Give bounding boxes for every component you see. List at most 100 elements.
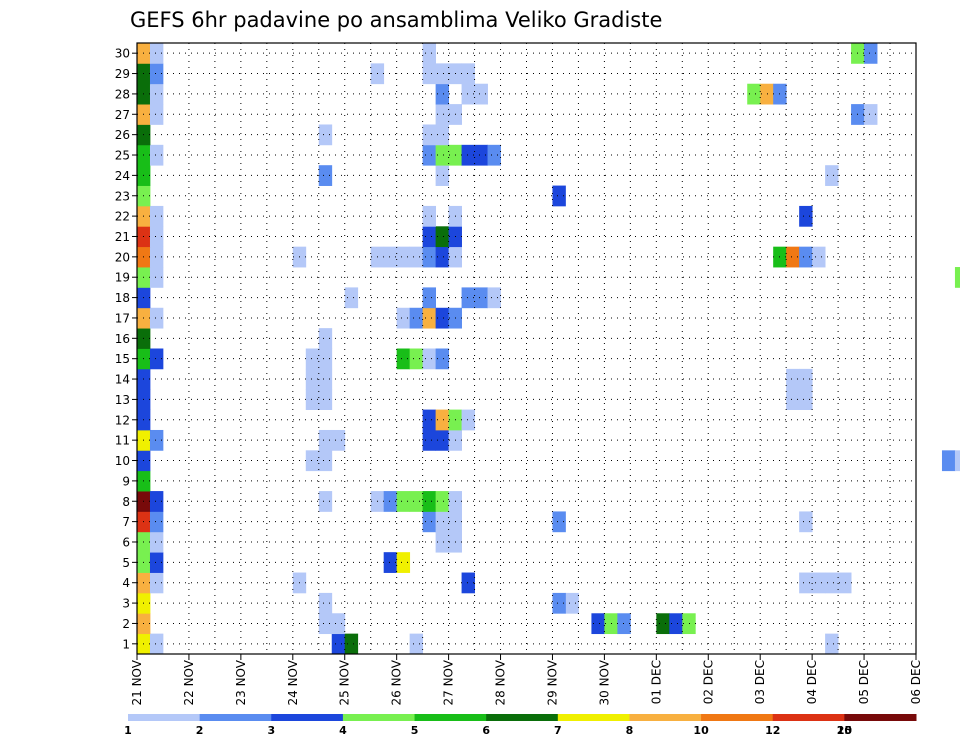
- heatmap-cell: [318, 592, 333, 614]
- heatmap-cell: [318, 348, 333, 370]
- heatmap-cell: [396, 246, 411, 268]
- y-tick-label: 18: [115, 291, 130, 305]
- x-tick-label: 22 NOV: [182, 659, 196, 705]
- x-tick-label: 29 NOV: [545, 659, 559, 705]
- heatmap-cell: [149, 83, 164, 105]
- heatmap-cell: [396, 491, 411, 512]
- colorbar-swatch: [772, 714, 845, 721]
- y-tick-label: 15: [115, 352, 130, 366]
- colorbar-swatch: [701, 714, 774, 721]
- y-tick-label: 9: [122, 474, 130, 488]
- heatmap-cell: [422, 287, 437, 309]
- heatmap-cell: [422, 491, 437, 512]
- heatmap-cell: [149, 511, 164, 533]
- heatmap-cell: [409, 491, 424, 512]
- heatmap-cell: [305, 389, 320, 410]
- heatmap-cell: [331, 613, 346, 635]
- x-tick-label: 28 NOV: [494, 659, 508, 705]
- heatmap-cell: [799, 205, 813, 227]
- colorbar-label: 10: [693, 724, 709, 737]
- heatmap-cell: [422, 124, 437, 146]
- dotted-gridlines: [137, 43, 916, 654]
- heatmap-cell: [799, 572, 813, 594]
- y-tick-label: 8: [122, 495, 130, 509]
- heatmap-cell: [344, 287, 359, 309]
- heatmap-cell: [838, 572, 852, 594]
- heatmap-cell: [318, 429, 333, 451]
- heatmap-cell: [149, 429, 164, 451]
- y-tick-label: 22: [115, 210, 130, 224]
- heatmap-cell: [422, 246, 437, 268]
- heatmap-cell: [396, 307, 411, 329]
- y-tick-label: 25: [115, 149, 130, 163]
- colorbar-swatch: [844, 714, 917, 721]
- heatmap-cell: [305, 348, 320, 370]
- heatmap-cell: [305, 450, 320, 472]
- colorbar-label: 8: [626, 724, 634, 737]
- heatmap-cell: [941, 450, 956, 472]
- y-tick-label: 3: [122, 597, 130, 611]
- heatmap-cell: [435, 144, 449, 166]
- heatmap-cell: [487, 144, 501, 166]
- heatmap-cell: [656, 613, 670, 635]
- x-tick-label: 30 NOV: [597, 659, 611, 705]
- y-tick-label: 30: [115, 47, 130, 61]
- heatmap-cell: [812, 572, 826, 594]
- heatmap-cell: [461, 63, 475, 85]
- heatmap-cell: [149, 63, 164, 85]
- heatmap-cell: [669, 613, 683, 635]
- x-tick-label: 21 NOV: [130, 659, 144, 705]
- colorbar-label: 2: [196, 724, 204, 737]
- y-tick-label: 19: [115, 271, 130, 285]
- heatmap-cell: [435, 104, 449, 125]
- y-tick-label: 24: [115, 169, 130, 183]
- heatmap-cell: [435, 124, 449, 146]
- heatmap-cell: [435, 348, 449, 370]
- heatmap-cell: [422, 226, 437, 248]
- x-axis-date-labels: 21 NOV 22 NOV 23 NOV 24 NOV 25 NOV 26 NOV 27 N…: [130, 654, 923, 706]
- y-tick-label: 6: [122, 535, 130, 549]
- y-tick-label: 13: [115, 393, 130, 407]
- heatmap-cell: [149, 43, 164, 64]
- colorbar-label: 3: [267, 724, 275, 737]
- heatmap-cell: [552, 592, 566, 614]
- heatmap-cell: [786, 246, 800, 268]
- colorbar-label: 20: [837, 724, 853, 737]
- heatmap-cell: [461, 287, 475, 309]
- heatmap-cell: [149, 226, 164, 248]
- heatmap-cell: [149, 572, 164, 594]
- heatmap-cell: [149, 144, 164, 166]
- y-tick-label: 21: [115, 230, 130, 244]
- heatmap-cell: [318, 613, 333, 635]
- heatmap-cell: [474, 83, 488, 105]
- heatmap-cell: [435, 531, 449, 553]
- colorbar-label: 15: [837, 724, 852, 737]
- y-tick-label: 26: [115, 128, 130, 142]
- y-tick-label: 17: [115, 311, 130, 325]
- heatmap-cell: [331, 429, 346, 451]
- x-tick-label: 25 NOV: [338, 659, 352, 705]
- heatmap-cell: [149, 552, 164, 573]
- heatmap-cell: [552, 185, 566, 207]
- heatmap-cell: [422, 429, 437, 451]
- heatmap-cell: [825, 572, 839, 594]
- y-tick-label: 7: [122, 515, 130, 529]
- heatmap-cell: [461, 409, 475, 431]
- heatmap-cell: [435, 246, 449, 268]
- y-tick-label: 12: [115, 413, 130, 427]
- heatmap-cell: [383, 246, 398, 268]
- y-tick-label: 23: [115, 189, 130, 203]
- heatmap-cell: [422, 43, 437, 64]
- heatmap-cell: [149, 633, 164, 655]
- heatmap-cell: [305, 368, 320, 390]
- heatmap-cell: [409, 307, 424, 329]
- heatmap-cell: [422, 307, 437, 329]
- heatmap-cell: [149, 267, 164, 288]
- heatmap-cell: [435, 491, 449, 512]
- x-tick-label: 01 DEC: [649, 660, 663, 704]
- y-tick-label: 29: [115, 67, 130, 81]
- colorbar-swatch: [629, 714, 702, 721]
- heatmap-cell: [799, 389, 813, 410]
- x-tick-label: 26 NOV: [390, 659, 404, 705]
